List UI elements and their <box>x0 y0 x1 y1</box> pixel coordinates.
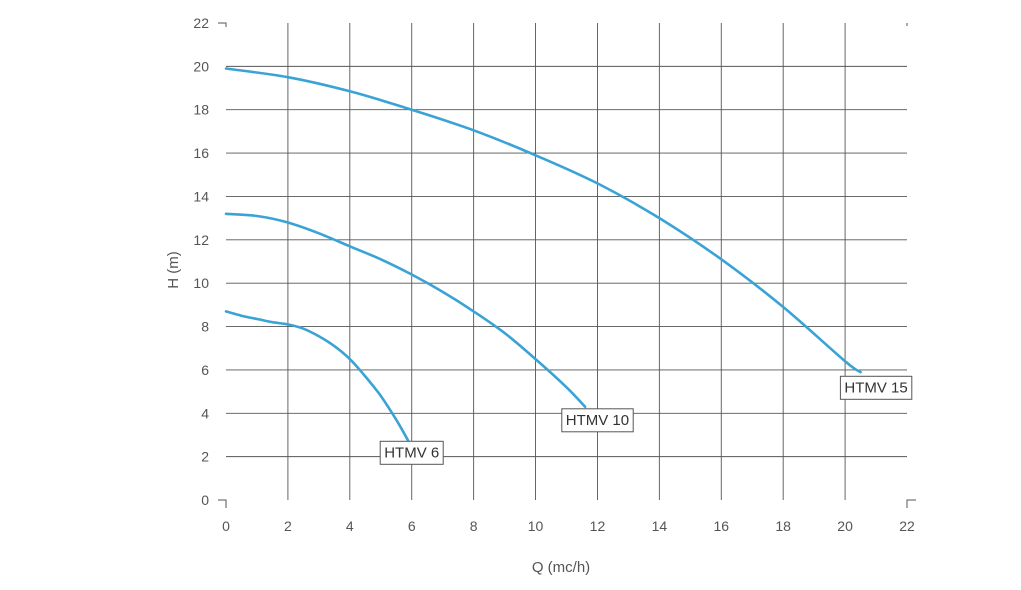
y-tick-label: 2 <box>201 449 209 465</box>
y-tick-label: 4 <box>201 405 209 421</box>
series-label-text: HTMV 10 <box>566 412 629 429</box>
x-tick-label: 14 <box>652 518 668 534</box>
x-tick-label: 16 <box>713 518 729 534</box>
series-label-htmv-6: HTMV 6 <box>379 440 444 465</box>
y-tick-label: 18 <box>193 102 209 118</box>
x-tick-label: 10 <box>528 518 544 534</box>
series-label-text: HTMV 15 <box>844 379 907 396</box>
x-tick-label: 22 <box>899 518 915 534</box>
x-tick-label: 12 <box>590 518 606 534</box>
series-label-text: HTMV 6 <box>384 444 439 461</box>
series-line-htmv-15 <box>224 67 862 374</box>
y-tick-label: 0 <box>201 492 209 508</box>
y-axis-ticks: 0 2 4 6 8 10 12 14 16 18 20 22 <box>193 15 209 508</box>
x-axis-ticks: 0 2 4 6 8 10 12 14 16 18 20 22 <box>222 518 915 534</box>
x-tick-label: 8 <box>470 518 478 534</box>
x-tick-label: 0 <box>222 518 230 534</box>
axis-corner-marks <box>218 22 916 508</box>
series-line-htmv-6 <box>224 310 410 443</box>
corner-bottom-right <box>906 499 916 508</box>
grid <box>226 23 907 500</box>
series-label-htmv-15: HTMV 15 <box>839 375 913 400</box>
y-axis-label: H (m) <box>165 251 182 289</box>
y-tick-label: 14 <box>193 188 209 204</box>
y-tick-label: 16 <box>193 145 209 161</box>
x-tick-label: 6 <box>408 518 416 534</box>
series-label-htmv-10: HTMV 10 <box>561 408 634 433</box>
corner-top-left <box>218 22 227 27</box>
x-axis-label: Q (mc/h) <box>532 559 590 576</box>
y-tick-label: 12 <box>193 232 209 248</box>
y-tick-label: 8 <box>201 319 209 335</box>
y-tick-label: 6 <box>201 362 209 378</box>
series-label-box <box>561 408 634 433</box>
y-tick-label: 20 <box>193 58 209 74</box>
x-tick-label: 4 <box>346 518 354 534</box>
series-lines <box>224 67 862 443</box>
x-tick-label: 18 <box>775 518 791 534</box>
corner-bottom-left <box>218 499 227 508</box>
series-labels: HTMV 6 HTMV 10 HTMV 15 <box>379 375 913 465</box>
x-tick-label: 2 <box>284 518 292 534</box>
x-tick-label: 20 <box>837 518 853 534</box>
y-tick-label: 22 <box>193 15 209 31</box>
series-label-box <box>839 375 913 400</box>
series-label-box <box>379 440 444 465</box>
series-line-htmv-10 <box>224 212 587 409</box>
y-tick-label: 10 <box>193 275 209 291</box>
